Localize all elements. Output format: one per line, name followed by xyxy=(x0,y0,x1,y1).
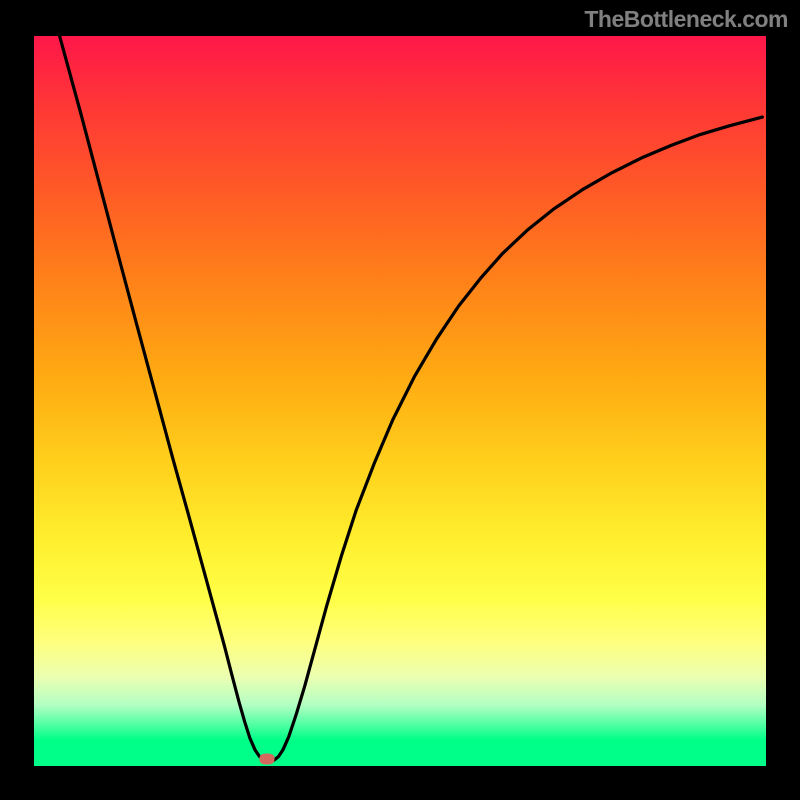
chart-plot-area xyxy=(34,36,766,766)
optimal-point-marker xyxy=(259,754,274,765)
bottleneck-curve-path xyxy=(60,36,763,761)
chart-curve xyxy=(34,36,766,766)
watermark-text: TheBottleneck.com xyxy=(584,6,788,33)
